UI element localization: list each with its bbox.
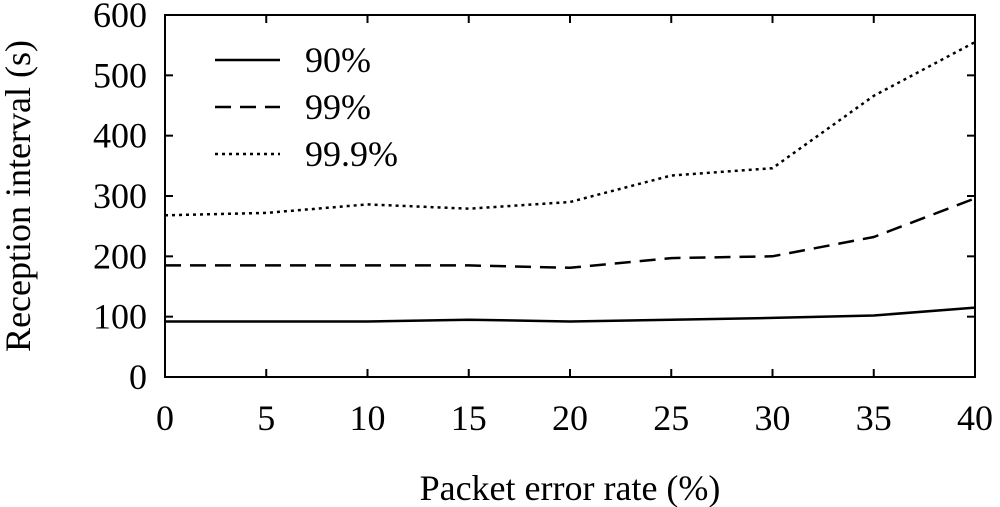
series-line-2: [164, 40, 976, 217]
y-tick-label: 100: [93, 297, 147, 337]
series-lines: [164, 40, 976, 323]
x-axis-title: Packet error rate (%): [420, 468, 721, 507]
x-tick-label: 40: [957, 398, 993, 438]
x-tick-label: 25: [653, 398, 689, 438]
legend-label: 99.9%: [305, 134, 398, 174]
legend-label: 99%: [305, 87, 371, 127]
y-tick-label: 400: [93, 116, 147, 156]
y-tick-label: 300: [93, 176, 147, 216]
y-tick-label: 200: [93, 236, 147, 276]
x-tick-label: 10: [350, 398, 386, 438]
y-tick-label: 0: [129, 357, 147, 397]
series-line-0: [165, 306, 976, 323]
x-tick-label: 30: [755, 398, 791, 438]
y-axis-ticks: 0 100 200 300 400 500 600: [93, 0, 975, 397]
plot-area: 0 5 10 15 20 25 30 35 40 0 100 200 300 400 500 600: [93, 0, 993, 438]
x-tick-label: 0: [156, 398, 174, 438]
x-tick-label: 35: [856, 398, 892, 438]
y-tick-label: 600: [93, 0, 147, 35]
series-line-1: [165, 197, 976, 270]
x-tick-label: 20: [552, 398, 588, 438]
legend: 90% 99% 99.9%: [215, 40, 398, 174]
data-point: [671, 175, 672, 176]
legend-label: 90%: [305, 40, 371, 80]
x-tick-label: 15: [451, 398, 487, 438]
x-tick-label: 5: [257, 398, 275, 438]
y-axis-title: Reception interval (s): [0, 40, 38, 352]
y-tick-label: 500: [93, 55, 147, 95]
x-axis-ticks: 0 5 10 15 20 25 30 35 40: [156, 15, 993, 438]
